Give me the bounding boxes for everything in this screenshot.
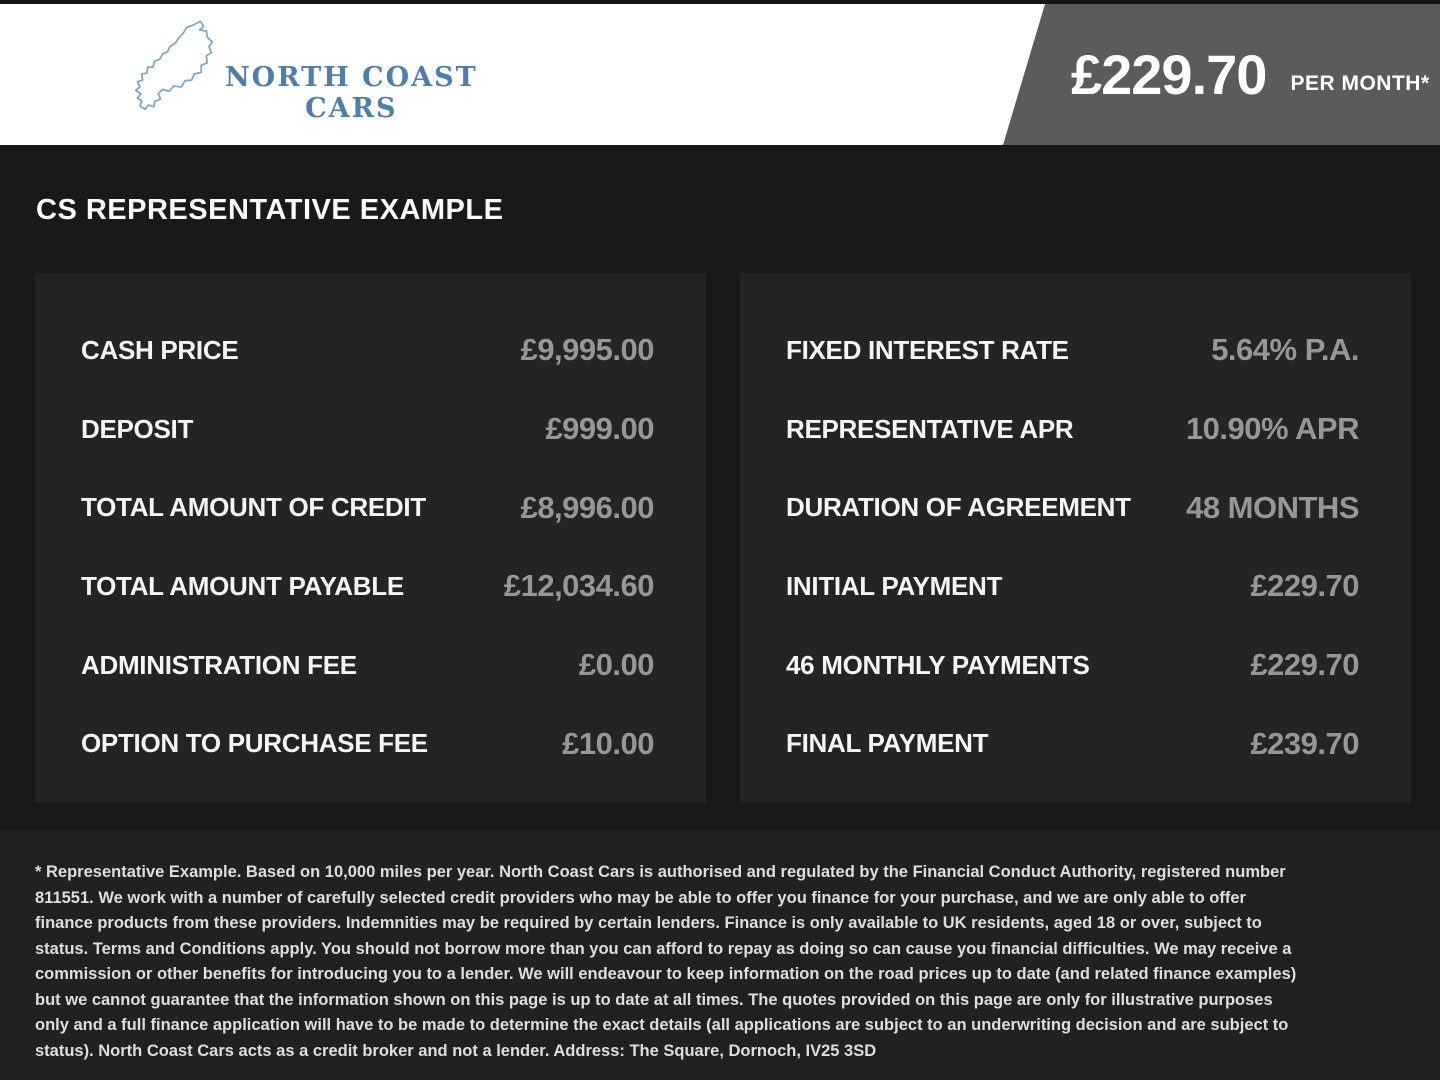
row-value: £0.00 bbox=[578, 647, 655, 683]
row-value: £12,034.60 bbox=[503, 568, 655, 604]
row-label: TOTAL AMOUNT OF CREDIT bbox=[81, 492, 426, 523]
scotland-map-icon bbox=[134, 20, 214, 111]
dealer-logo-line1: NORTH COAST bbox=[225, 61, 478, 93]
dealer-logo: NORTH COAST CARS bbox=[118, 18, 478, 130]
row-label: FIXED INTEREST RATE bbox=[786, 334, 1069, 365]
row-value: £239.70 bbox=[1250, 725, 1359, 761]
header: NORTH COAST CARS £229.70 PER MONTH* bbox=[0, 4, 1440, 145]
monthly-price-banner: £229.70 PER MONTH* bbox=[1003, 4, 1440, 145]
monthly-price: £229.70 bbox=[1071, 43, 1267, 106]
finance-row-initial-payment: INITIAL PAYMENT £229.70 bbox=[786, 547, 1359, 626]
row-value: 5.64% P.A. bbox=[1211, 332, 1359, 368]
finance-row-option-fee: OPTION TO PURCHASE FEE £10.00 bbox=[81, 704, 654, 783]
finance-row-duration: DURATION OF AGREEMENT 48 MONTHS bbox=[786, 468, 1359, 547]
row-label: OPTION TO PURCHASE FEE bbox=[81, 728, 428, 759]
main-content: CS REPRESENTATIVE EXAMPLE CASH PRICE £9,… bbox=[0, 145, 1440, 830]
finance-panel-left: CASH PRICE £9,995.00 DEPOSIT £999.00 TOT… bbox=[35, 273, 706, 803]
row-label: DEPOSIT bbox=[81, 413, 194, 444]
footer: * Representative Example. Based on 10,00… bbox=[0, 830, 1440, 1080]
top-border bbox=[0, 0, 1440, 4]
legal-disclaimer: * Representative Example. Based on 10,00… bbox=[35, 863, 1297, 1060]
row-value: £229.70 bbox=[1250, 647, 1359, 683]
row-label: DURATION OF AGREEMENT bbox=[786, 492, 1131, 523]
row-label: 46 MONTHLY PAYMENTS bbox=[786, 649, 1090, 680]
row-value: £229.70 bbox=[1250, 568, 1359, 604]
finance-row-cash-price: CASH PRICE £9,995.00 bbox=[81, 311, 655, 390]
finance-row-admin-fee: ADMINISTRATION FEE £0.00 bbox=[81, 626, 655, 705]
row-value: 48 MONTHS bbox=[1186, 489, 1359, 525]
finance-row-final-payment: FINAL PAYMENT £239.70 bbox=[786, 704, 1359, 783]
finance-row-apr: REPRESENTATIVE APR 10.90% APR bbox=[786, 390, 1360, 469]
page-title: CS REPRESENTATIVE EXAMPLE bbox=[36, 194, 504, 226]
row-value: £8,996.00 bbox=[520, 489, 655, 525]
finance-row-deposit: DEPOSIT £999.00 bbox=[81, 390, 654, 469]
row-label: INITIAL PAYMENT bbox=[786, 570, 1003, 601]
row-label: CASH PRICE bbox=[81, 334, 239, 365]
row-value: £999.00 bbox=[545, 411, 654, 446]
row-value: 10.90% APR bbox=[1185, 411, 1360, 446]
row-label: REPRESENTATIVE APR bbox=[786, 413, 1074, 444]
row-value: £9,995.00 bbox=[520, 332, 655, 368]
dealer-logo-line2: CARS bbox=[305, 93, 398, 124]
finance-row-total-payable: TOTAL AMOUNT PAYABLE £12,034.60 bbox=[81, 547, 655, 626]
row-label: TOTAL AMOUNT PAYABLE bbox=[81, 570, 404, 601]
finance-panel-right: FIXED INTEREST RATE 5.64% P.A. REPRESENT… bbox=[740, 273, 1411, 803]
row-value: £10.00 bbox=[562, 725, 654, 761]
dealer-logo-text: NORTH COAST CARS bbox=[225, 62, 478, 124]
finance-row-monthly-payments: 46 MONTHLY PAYMENTS £229.70 bbox=[786, 626, 1359, 705]
finance-row-total-credit: TOTAL AMOUNT OF CREDIT £8,996.00 bbox=[81, 468, 655, 547]
monthly-price-suffix: PER MONTH* bbox=[1290, 71, 1430, 95]
finance-row-interest-rate: FIXED INTEREST RATE 5.64% P.A. bbox=[786, 311, 1359, 390]
row-label: ADMINISTRATION FEE bbox=[81, 649, 357, 680]
row-label: FINAL PAYMENT bbox=[786, 728, 989, 759]
finance-panels: CASH PRICE £9,995.00 DEPOSIT £999.00 TOT… bbox=[35, 273, 1411, 803]
